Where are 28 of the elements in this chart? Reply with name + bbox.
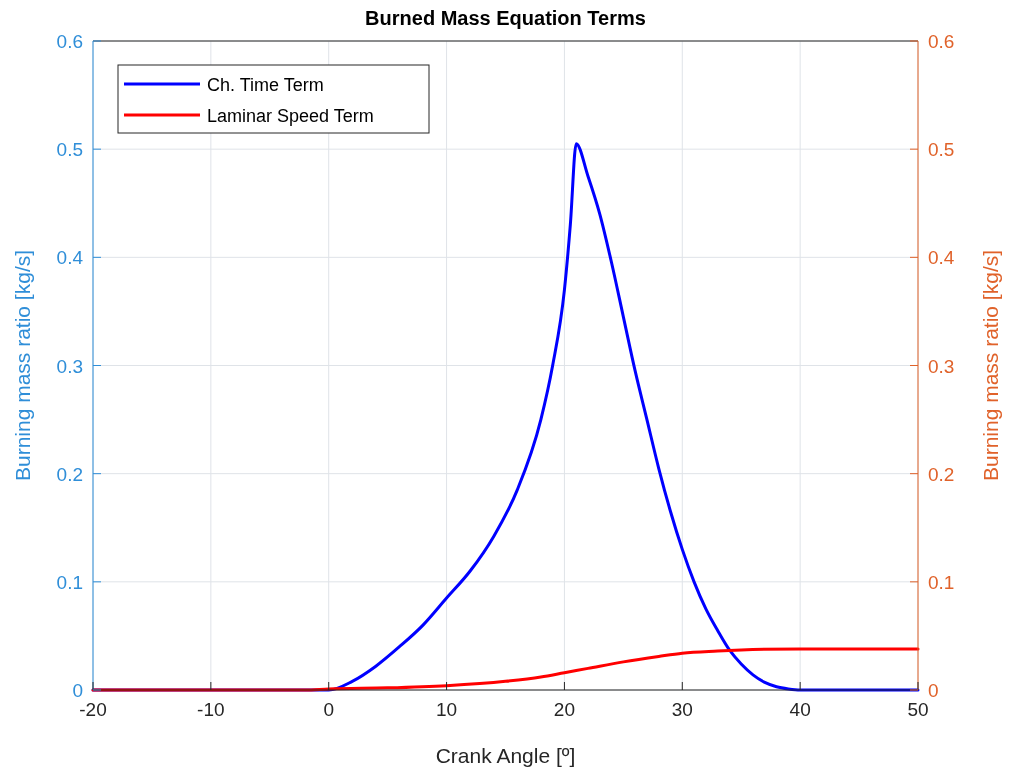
x-tick-label: 40 — [789, 699, 811, 720]
y-tick-label: 0.1 — [56, 571, 83, 593]
x-tick-label: 0 — [323, 699, 334, 720]
y-axis-title: Burning mass ratio [kg/s] — [11, 249, 34, 482]
x-tick-label: -10 — [197, 699, 225, 720]
legend-label: Laminar Speed Term — [207, 106, 374, 126]
y2-tick-label: 0 — [928, 680, 939, 701]
x-tick-label: 50 — [907, 699, 929, 720]
y-tick-label: 0.6 — [56, 31, 83, 52]
y-tick-label: 0.2 — [56, 463, 83, 485]
x-tick-label: 20 — [553, 699, 575, 720]
y-tick-label: 0.5 — [56, 139, 83, 161]
legend-label: Ch. Time Term — [207, 75, 324, 95]
x-axis-title: Crank Angle [º] — [435, 744, 576, 767]
y2-tick-label: 0.4 — [928, 247, 955, 269]
y-tick-label: 0.4 — [56, 247, 84, 269]
x-tick-label: 10 — [436, 699, 458, 720]
y-tick-label: 0.3 — [56, 355, 83, 377]
x-tick-label: 30 — [671, 699, 693, 720]
y2-tick-label: 0.6 — [928, 31, 955, 52]
y2-axis-title: Burning mass ratio [kg/s] — [979, 249, 1002, 482]
y-tick-label: 0 — [72, 680, 83, 701]
x-tick-label: -20 — [79, 699, 107, 720]
y2-tick-label: 0.5 — [928, 139, 955, 161]
chart-title: Burned Mass Equation Terms — [365, 7, 646, 29]
y2-tick-label: 0.2 — [928, 463, 955, 485]
y2-tick-label: 0.1 — [928, 571, 955, 593]
y2-tick-label: 0.3 — [928, 355, 955, 377]
